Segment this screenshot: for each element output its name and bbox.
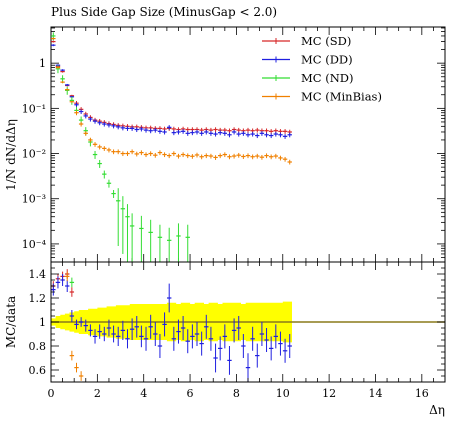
main-plot-frame — [50, 26, 446, 263]
x-tick-label: 12 — [322, 387, 336, 400]
ratio-y-tick-labels: 0.6 0.8 1 1.2 1.4 — [29, 268, 47, 377]
ratio-y-tick-label: 0.8 — [29, 340, 47, 353]
chart-legend: MC (SD) MC (DD) MC (ND) MC (MinBias) — [262, 34, 382, 104]
main-y-tick-label: 10⁻² — [22, 148, 46, 161]
main-data-marks — [51, 32, 292, 262]
ratio-series-mc-nd- — [69, 277, 75, 288]
main-axis-ticks — [50, 27, 446, 263]
ratio-y-tick-label: 1.2 — [29, 292, 47, 305]
legend-entry: MC (SD) — [301, 34, 351, 48]
legend-entry: MC (ND) — [301, 71, 354, 85]
legend-entry: MC (MinBias) — [301, 90, 382, 104]
series-mc-nd- — [51, 32, 190, 262]
x-tick-label: 16 — [415, 387, 429, 400]
x-tick-label: 2 — [94, 387, 101, 400]
ratio-axis-ticks — [50, 261, 446, 383]
ratio-y-axis-label: MC/data — [4, 296, 18, 348]
ratio-y-tick-label: 0.6 — [29, 364, 47, 377]
main-y-tick-label: 10⁻⁴ — [22, 238, 47, 251]
series-mc-minbias- — [51, 37, 292, 165]
x-axis-label: Δη — [429, 403, 445, 417]
x-tick-label: 10 — [276, 387, 290, 400]
x-tick-label: 4 — [140, 387, 147, 400]
x-tick-label: 14 — [368, 387, 382, 400]
main-plot-panel: 1 10⁻¹ 10⁻² 10⁻³ 10⁻⁴ 1/N dN/dΔη — [4, 26, 446, 263]
x-tick-labels: 0 2 4 6 8 10 12 14 16 — [48, 387, 429, 400]
main-y-axis-label: 1/N dN/dΔη — [4, 119, 18, 191]
x-tick-label: 6 — [187, 387, 194, 400]
ratio-data-marks — [51, 269, 292, 382]
main-y-tick-label: 10⁻³ — [22, 193, 46, 206]
series-mc-dd- — [51, 44, 292, 139]
ratio-series-mc-dd- — [51, 274, 292, 382]
main-y-tick-label: 1 — [39, 57, 46, 70]
ratio-y-tick-label: 1 — [39, 316, 46, 329]
ratio-uncertainty-band — [51, 301, 445, 343]
legend-entry: MC (DD) — [301, 53, 353, 67]
main-y-tick-labels: 1 10⁻¹ 10⁻² 10⁻³ 10⁻⁴ — [22, 57, 47, 251]
chart-title: Plus Side Gap Size (MinusGap < 2.0) — [51, 5, 277, 19]
x-tick-label: 8 — [233, 387, 240, 400]
ratio-series-mc-minbias- — [65, 271, 84, 381]
ratio-y-tick-label: 1.4 — [29, 268, 47, 281]
x-tick-label: 0 — [48, 387, 55, 400]
series-mc-sd- — [51, 40, 292, 135]
main-y-tick-label: 10⁻¹ — [22, 102, 46, 115]
ratio-plot-panel: 0.6 0.8 1 1.2 1.4 0 2 4 6 8 10 12 14 16 MC/data Δη — [4, 261, 446, 417]
